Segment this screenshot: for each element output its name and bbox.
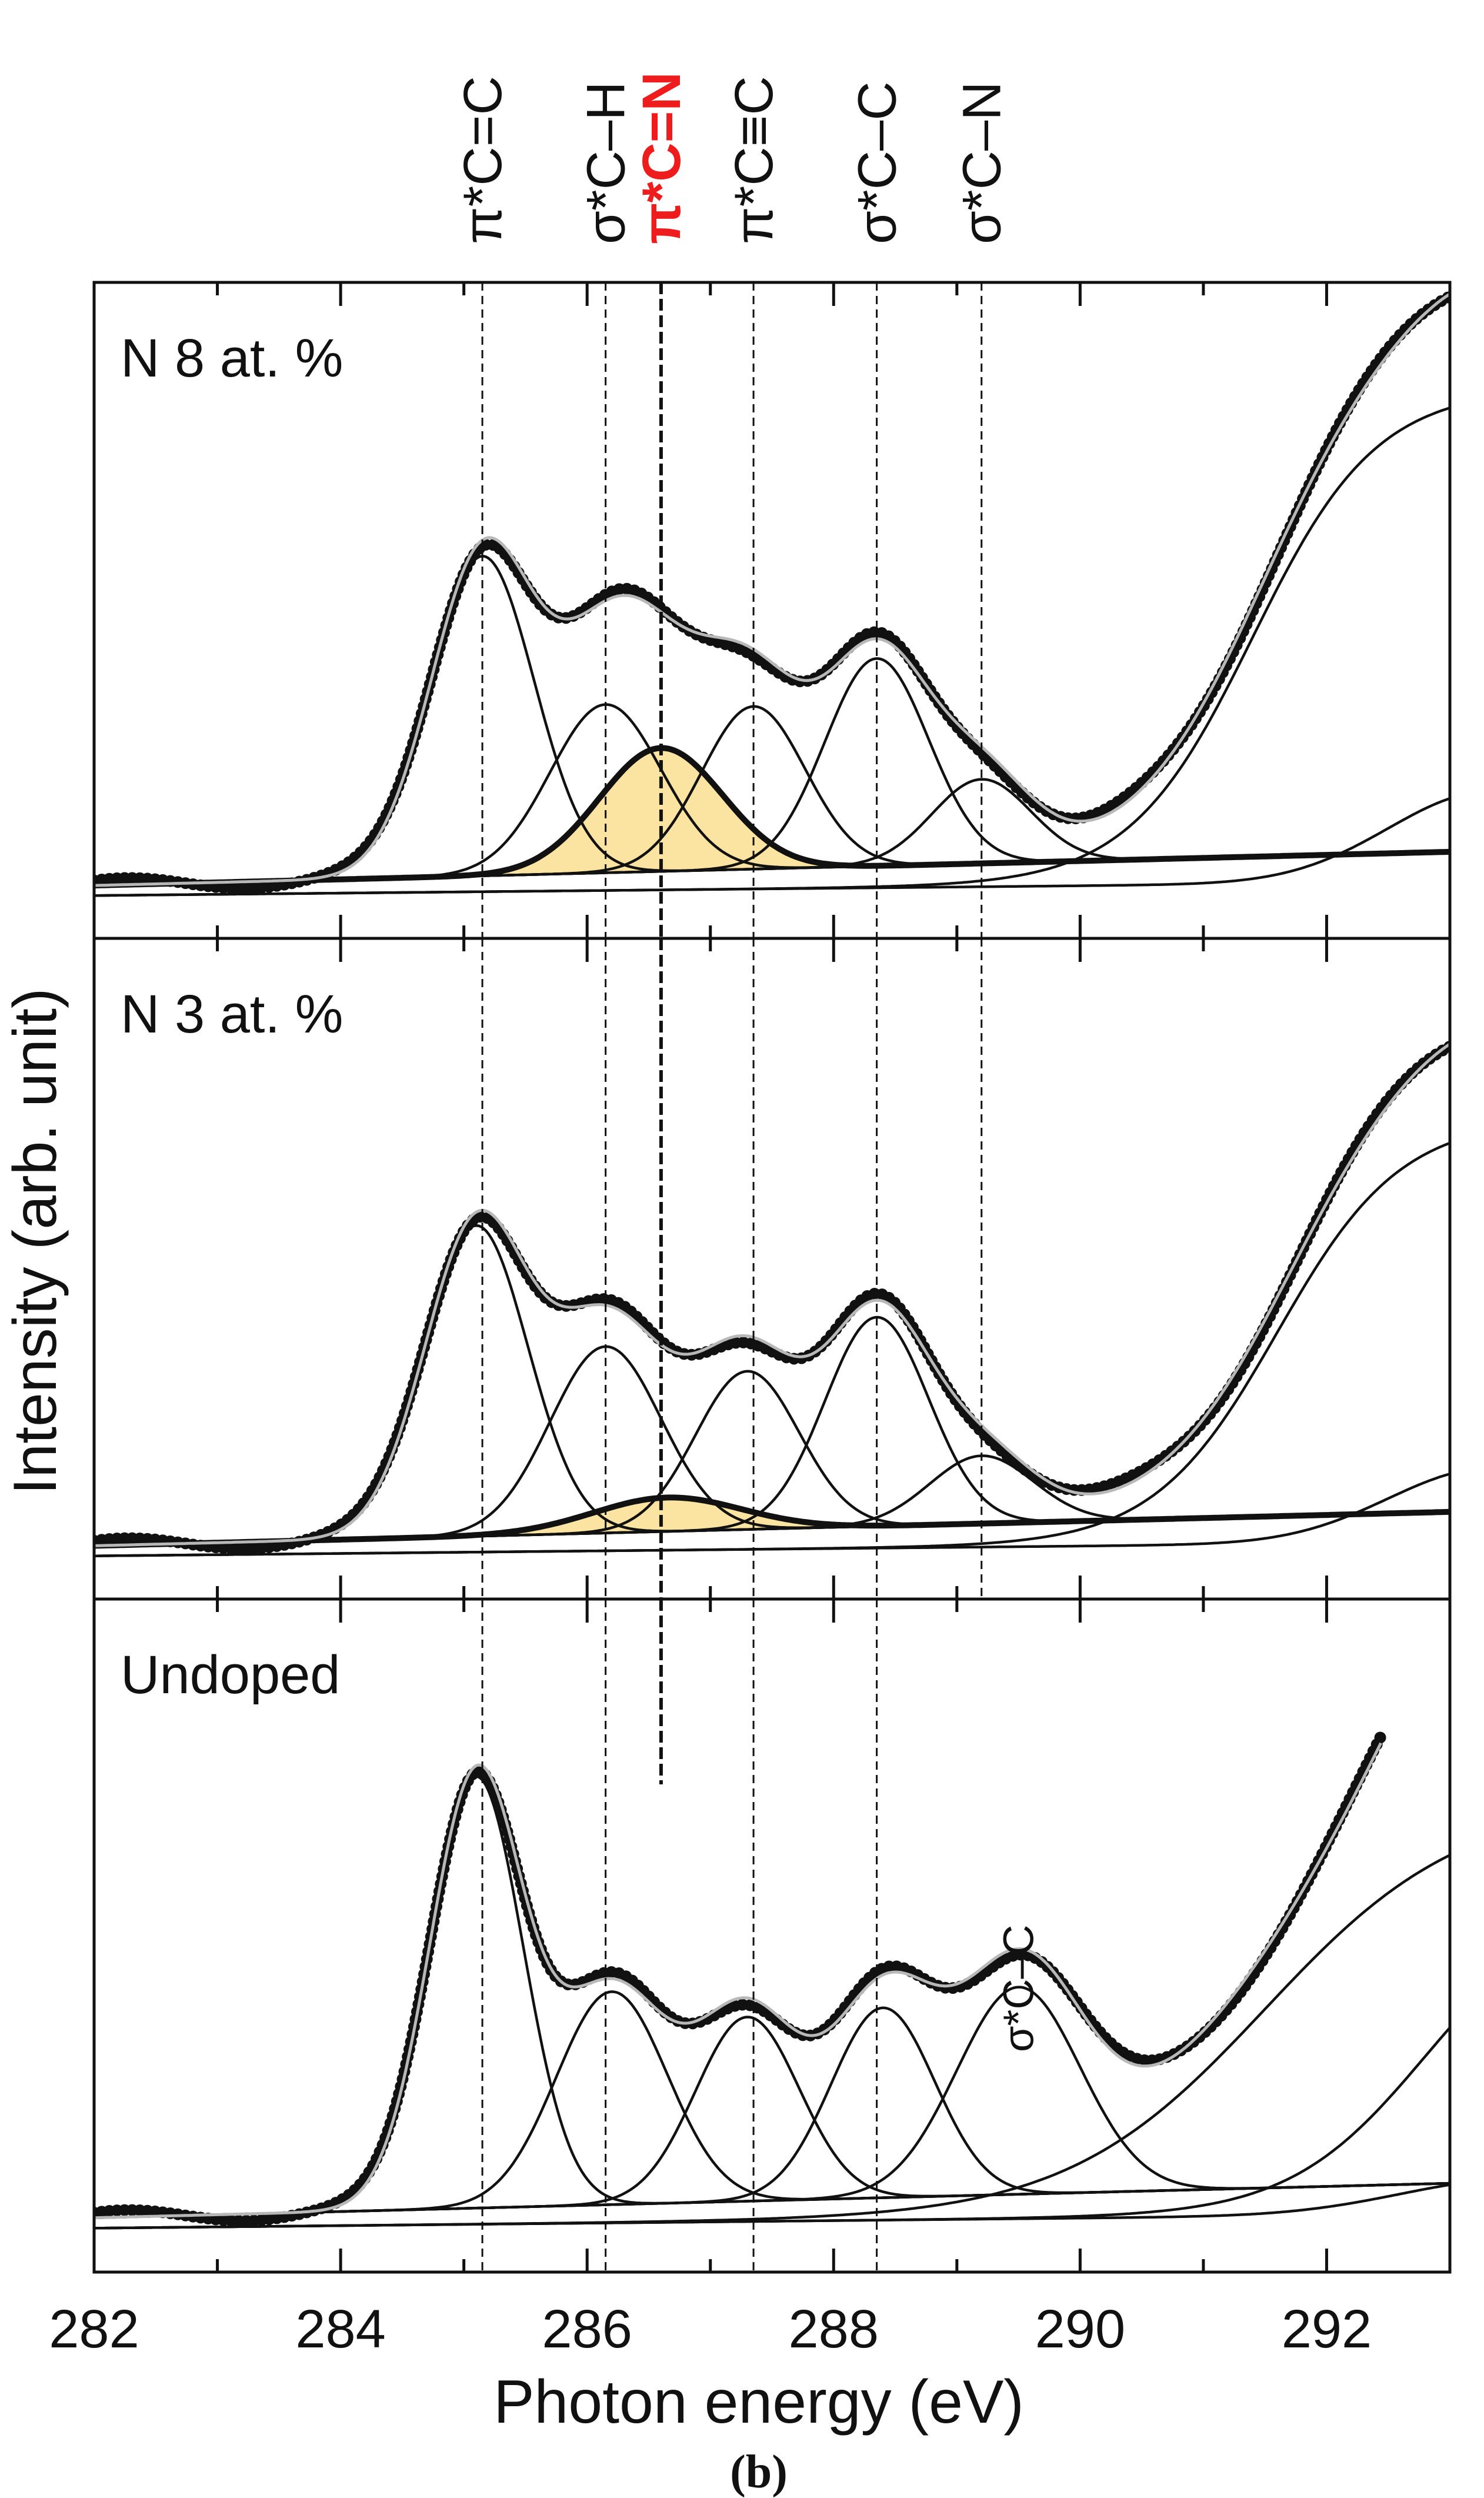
panel-label: N 8 at. % — [121, 328, 343, 388]
fit-envelope — [94, 1043, 1450, 1547]
y-axis-title: Intensity (arb. unit) — [1, 988, 69, 1494]
peak-component — [94, 778, 1450, 887]
data-points-core — [94, 1734, 1384, 2224]
transition-label: π*C=C — [453, 76, 513, 244]
x-tick-label: 292 — [1282, 2299, 1372, 2359]
transition-label: σ*C–C — [848, 81, 908, 244]
fit-envelope — [94, 1742, 1382, 2220]
x-tick-label: 290 — [1035, 2299, 1126, 2359]
panel-3: Undoped σ*C–C — [92, 1597, 1452, 2274]
peak-component — [94, 1990, 1450, 2219]
panel-plot-area — [94, 290, 1450, 897]
x-axis-title: Photon energy (eV) — [493, 2368, 1024, 2436]
transition-label: π*C≡C — [724, 76, 784, 244]
fit-envelope — [94, 292, 1450, 887]
data-points-core — [94, 294, 1450, 892]
step-component — [94, 797, 1450, 897]
figure-label: (b) — [730, 2446, 788, 2498]
transition-label: σ*C–N — [952, 81, 1012, 244]
highlight-fill-c-n — [94, 1497, 1450, 1546]
panel-1: N 8 at. % — [92, 281, 1452, 940]
step-component — [94, 1473, 1450, 1557]
transition-labels: π*C=C σ*C–Hπ*C=N π*C≡C σ*C–C σ*C–N — [453, 72, 1012, 244]
data-points — [94, 1730, 1387, 2227]
data-points-core — [94, 1044, 1450, 1552]
x-tick-label: 282 — [49, 2299, 139, 2359]
peak-component — [94, 2006, 1450, 2219]
panel-2: N 3 at. % — [92, 937, 1452, 1601]
transition-label: σ*C–H — [576, 81, 636, 244]
peak-component — [94, 555, 1450, 887]
panel-label: N 3 at. % — [121, 984, 343, 1044]
panel-frame — [92, 1597, 1452, 2274]
step-component — [94, 1854, 1450, 2230]
peak-component — [94, 1775, 1450, 2219]
annotation-label: σ*C–C — [996, 1925, 1043, 2053]
x-axis-tick-labels: 282 284 286 288 290 292 — [49, 2299, 1372, 2359]
step-component — [94, 2183, 1450, 2230]
x-tick-label: 288 — [789, 2299, 879, 2359]
highlight-fill-c-n — [94, 748, 1450, 886]
panel-plot-area — [94, 1730, 1450, 2230]
transition-label: π*C=N — [632, 72, 692, 244]
panel-plot-area — [94, 1040, 1450, 1557]
x-tick-label: 284 — [295, 2299, 386, 2359]
data-points — [94, 1040, 1450, 1555]
x-tick-label: 286 — [542, 2299, 632, 2359]
panel-label: Undoped — [121, 1645, 340, 1705]
step-component — [94, 407, 1450, 897]
panels-layer: N 8 at. % N 3 at. % Undoped σ*C–C — [92, 281, 1452, 2274]
